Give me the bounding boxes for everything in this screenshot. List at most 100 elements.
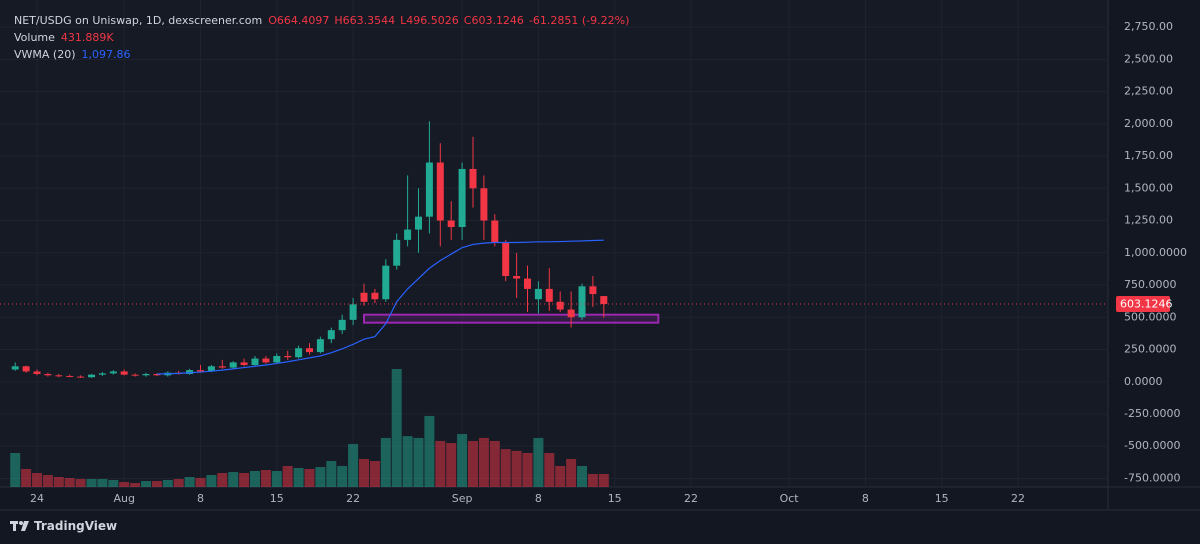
- brand-name: TradingView: [34, 519, 118, 533]
- candle-body: [545, 288, 553, 302]
- candle-body: [251, 358, 259, 365]
- candle-body: [197, 370, 204, 372]
- volume-bar: [478, 437, 489, 487]
- volume-bar: [522, 452, 533, 487]
- volume-bar: [173, 478, 184, 487]
- volume-bar: [555, 465, 566, 487]
- volume-bar: [544, 452, 555, 487]
- candle-body: [66, 375, 74, 377]
- candle-body: [262, 358, 270, 363]
- candle-body: [33, 371, 41, 375]
- volume-bar: [369, 460, 380, 487]
- x-tick-label: 22: [346, 492, 360, 505]
- ohlc: O664.4097 H663.3544 L496.5026 C603.1246 -61.…: [268, 12, 629, 29]
- volume-bar: [141, 481, 151, 487]
- candle-body: [207, 366, 215, 372]
- volume-bar: [402, 436, 413, 487]
- candle-body: [393, 239, 401, 266]
- vwma-line: VWMA (20) 1,097.86: [14, 46, 629, 63]
- candle-body: [469, 168, 477, 189]
- volume-bar: [162, 479, 173, 487]
- x-tick-label: 15: [270, 492, 284, 505]
- legend: NET/USDG on Uniswap, 1D, dexscreener.com…: [14, 12, 629, 63]
- candle-body: [491, 220, 499, 243]
- volume-bar: [489, 440, 500, 487]
- y-tick-label: -500.0000: [1124, 439, 1180, 452]
- volume-bar: [511, 450, 522, 487]
- candle-body: [404, 229, 412, 240]
- candle-body: [153, 374, 161, 376]
- volume-bar: [130, 482, 141, 487]
- y-tick-label: 500.0000: [1124, 310, 1177, 323]
- plot-background: [0, 0, 1108, 487]
- volume-value: 431.889K: [60, 31, 114, 44]
- candle-body: [589, 286, 597, 295]
- volume-bar: [108, 479, 119, 487]
- volume-bar: [391, 369, 402, 487]
- vwma-value: 1,097.86: [81, 48, 131, 61]
- volume-bar: [304, 468, 315, 487]
- volume-name: Volume: [14, 31, 55, 44]
- candle-body: [44, 374, 52, 376]
- candle-body: [88, 374, 95, 378]
- volume-bar: [337, 465, 348, 487]
- y-tick-label: 750.0000: [1124, 278, 1177, 291]
- brand: TradingView: [10, 519, 117, 533]
- symbol-title: NET/USDG on Uniswap, 1D, dexscreener.com: [14, 14, 263, 27]
- candle-body: [218, 366, 226, 368]
- volume-bar: [119, 482, 130, 487]
- candle-body: [371, 292, 379, 300]
- volume-bar: [271, 470, 282, 487]
- x-tick-label: Sep: [452, 492, 473, 505]
- candle-body: [480, 188, 488, 221]
- candle-body: [338, 319, 346, 331]
- y-tick-label: 1,750.00: [1124, 149, 1173, 162]
- candle-body: [415, 216, 422, 230]
- candle-body: [578, 286, 586, 318]
- volume-bar: [424, 415, 435, 487]
- candle-body: [186, 370, 194, 375]
- symbol-line: NET/USDG on Uniswap, 1D, dexscreener.com…: [14, 12, 629, 29]
- last-price-label: 603.1246: [1120, 297, 1173, 310]
- volume-bar: [446, 443, 457, 487]
- volume-bar: [468, 440, 478, 487]
- volume-bar: [228, 472, 239, 487]
- volume-bar: [380, 437, 391, 487]
- y-tick-label: -250.0000: [1124, 407, 1180, 420]
- candle-body: [22, 366, 30, 372]
- y-tick-label: 2,750.00: [1124, 20, 1173, 33]
- volume-bar: [315, 467, 326, 487]
- volume-bar: [97, 478, 108, 487]
- volume-bar: [21, 468, 32, 487]
- candle-body: [524, 278, 531, 289]
- candle-body: [77, 376, 85, 378]
- volume-bar: [577, 465, 587, 487]
- volume-bar: [413, 437, 424, 487]
- candle-body: [142, 374, 150, 376]
- ohlc-value: L496.5026: [400, 14, 459, 27]
- last-price-box: [1116, 295, 1170, 312]
- volume-bar: [500, 449, 511, 487]
- volume-bar: [348, 443, 359, 487]
- x-tick-label: Aug: [113, 492, 134, 505]
- x-tick-label: 22: [1011, 492, 1025, 505]
- candle-body: [284, 355, 292, 358]
- volume-bar: [326, 460, 337, 487]
- y-tick-label: 0.0000: [1124, 375, 1163, 388]
- candle-body: [120, 371, 128, 375]
- volume-bar: [533, 437, 544, 487]
- candle-body: [295, 348, 303, 358]
- brand-logo: [10, 521, 29, 531]
- vwma-line: [156, 239, 604, 375]
- candle-body: [98, 373, 106, 375]
- volume-bar: [282, 465, 293, 487]
- candle-body: [447, 220, 455, 227]
- volume-bar: [75, 478, 86, 487]
- candle-body: [131, 374, 139, 376]
- vwma-name: VWMA (20): [14, 48, 76, 61]
- volume-bar: [250, 470, 260, 487]
- volume-bar: [151, 481, 162, 487]
- candle-body: [502, 242, 510, 277]
- y-tick-label: 2,500.00: [1124, 52, 1173, 65]
- y-tick-label: 2,000.00: [1124, 117, 1173, 130]
